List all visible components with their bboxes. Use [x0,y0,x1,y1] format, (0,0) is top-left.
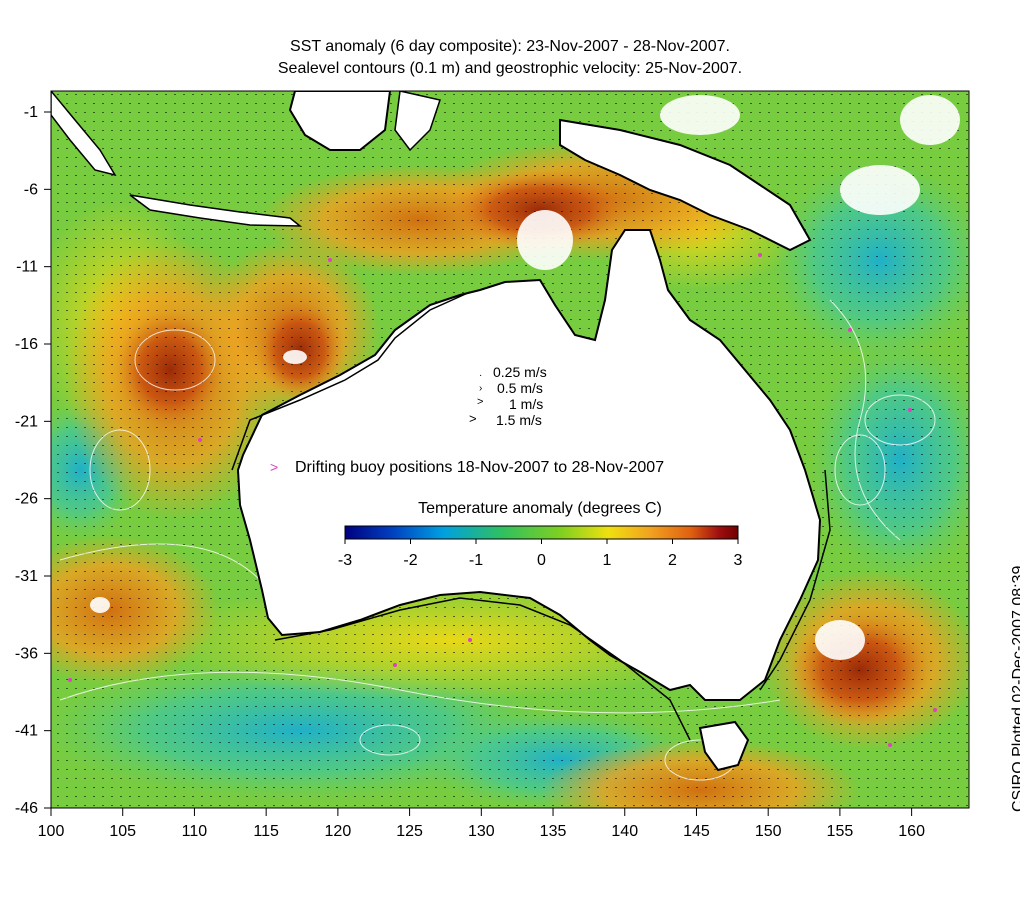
y-tick-label: -16 [15,336,38,353]
x-tick-label: 140 [611,823,638,840]
y-tick-label: -1 [24,104,38,121]
y-tick-label: -41 [15,723,38,740]
sst-field [51,91,969,808]
arrow-1: > [477,396,483,408]
y-tick-label: -26 [15,491,38,508]
x-axis-ticks: 100 105 110 115 120 125 130 135 140 145 150 155 160 [38,808,925,840]
colorbar-title: Temperature anomaly (degrees C) [418,500,662,517]
y-tick-label: -36 [15,645,38,662]
colorbar [344,525,739,540]
y-tick-label: -46 [15,800,38,817]
velocity-label-1: 0.5 m/s [497,380,543,396]
buoy-marker-icon: > [270,459,278,475]
x-tick-label: 155 [827,823,854,840]
x-tick-label: 105 [109,823,136,840]
x-tick-label: 150 [755,823,782,840]
borneo-landmass [288,91,392,151]
velocity-legend: · › > > 0.25 m/s 0.5 m/s 1 m/s 1.5 m/s [469,364,547,428]
x-tick-label: 100 [38,823,65,840]
arrow-1.5: > [469,411,477,426]
velocity-label-3: 1.5 m/s [496,412,542,428]
sumatra-landmass [51,91,117,177]
y-axis-ticks: -1 -6 -11 -16 -21 -26 -31 -36 -41 -46 [15,104,51,817]
new-guinea-landmass [559,118,812,252]
colorbar-tick-label: 3 [734,552,743,569]
colorbar-tick-label: -3 [338,552,352,569]
x-tick-label: 160 [898,823,925,840]
colorbar-tick-label: -2 [403,552,417,569]
y-tick-label: -6 [24,181,38,198]
tasmania-landmass [698,720,750,772]
y-tick-label: -31 [15,568,38,585]
buoy-legend-label: Drifting buoy positions 18-Nov-2007 to 2… [295,459,664,476]
map-title-line2: Sealevel contours (0.1 m) and geostrophi… [277,60,743,77]
plot-credit: CSIRO Plotted 02-Dec-2007 08:39 [1010,565,1020,812]
colorbar-tick-label: 0 [537,552,546,569]
y-tick-label: -11 [16,259,38,276]
colorbar-tick-label: 2 [668,552,677,569]
arrow-0.5: › [479,383,482,394]
x-tick-label: 145 [683,823,710,840]
arrow-0.25: · [479,370,482,381]
map-title-line1: SST anomaly (6 day composite): 23-Nov-20… [290,38,730,55]
x-tick-label: 115 [253,823,279,840]
x-tick-label: 125 [396,823,423,840]
colorbar-tick-label: -1 [469,552,483,569]
sulawesi-landmass [394,91,441,152]
x-tick-label: 135 [540,823,567,840]
velocity-label-2: 1 m/s [509,396,543,412]
colorbar-tick-label: 1 [603,552,612,569]
x-tick-label: 130 [468,823,495,840]
y-tick-label: -21 [15,413,38,430]
australia-landmass [236,229,822,701]
x-tick-label: 110 [182,823,208,840]
colorbar-ticks: -3 -2 -1 0 1 2 3 [338,539,743,569]
velocity-label-0: 0.25 m/s [493,364,547,380]
x-tick-label: 120 [325,823,352,840]
java-landmass [129,194,303,227]
